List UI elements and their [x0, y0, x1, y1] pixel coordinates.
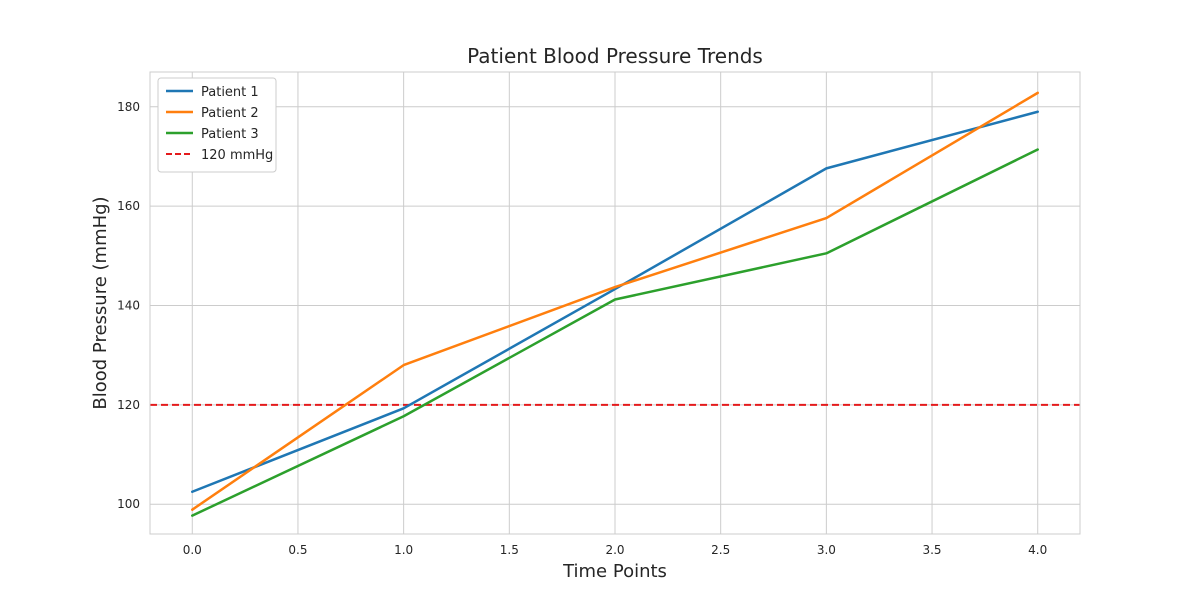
- x-tick-label: 3.5: [922, 543, 941, 557]
- series-line-2: [191, 91, 1039, 511]
- x-tick-label: 4.0: [1028, 543, 1047, 557]
- grid-layer: [150, 72, 1080, 534]
- y-tick-label: 160: [117, 199, 140, 213]
- tick-layer: 0.0 0.5 1.0 1.5 2.0 2.5 3.0 3.5 4.0 100 120 140 160 1…: [117, 100, 1047, 557]
- y-tick-label: 180: [117, 100, 140, 114]
- legend-label-series-2: Patient 2: [201, 106, 259, 121]
- y-axis-title: Blood Pressure (mmHg): [90, 196, 111, 409]
- x-tick-label: 1.0: [394, 543, 413, 557]
- x-axis-title: Time Points: [562, 561, 667, 582]
- y-tick-label: 100: [117, 497, 140, 511]
- legend-label-reference-0: 120 mmHg: [201, 148, 273, 163]
- chart-title: Patient Blood Pressure Trends: [467, 44, 763, 68]
- y-tick-label: 120: [117, 398, 140, 412]
- x-tick-label: 3.0: [817, 543, 836, 557]
- plot-frame: [149, 71, 1081, 535]
- series-layer: [191, 91, 1039, 517]
- x-tick-label: 2.5: [711, 543, 730, 557]
- x-tick-label: 1.5: [500, 543, 519, 557]
- legend-box: [157, 77, 277, 173]
- series-line-3: [191, 148, 1039, 517]
- legend-label-series-3: Patient 3: [201, 127, 259, 142]
- series-line-1: [191, 110, 1039, 494]
- x-tick-label: 0.0: [183, 543, 202, 557]
- y-tick-label: 140: [117, 298, 140, 312]
- x-tick-label: 2.0: [605, 543, 624, 557]
- x-tick-label: 0.5: [288, 543, 307, 557]
- legend: Patient 1 Patient 2 Patient 3 120 mmHg: [157, 77, 277, 173]
- legend-label-series-1: Patient 1: [201, 85, 259, 100]
